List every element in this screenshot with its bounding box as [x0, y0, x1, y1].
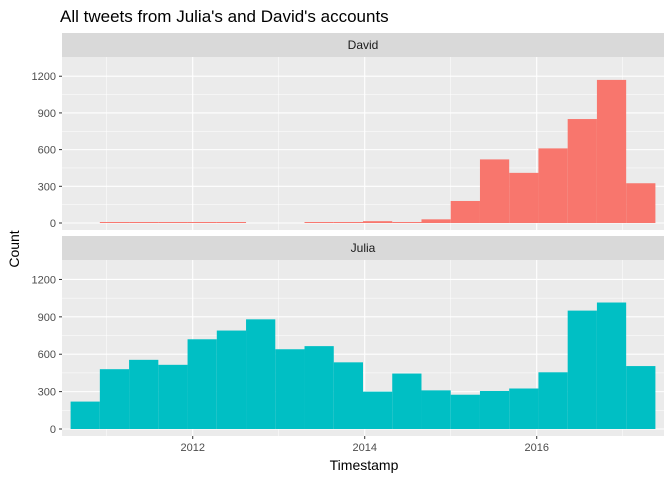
- histogram-bar: [626, 183, 656, 223]
- y-tick-label: 900: [38, 312, 56, 324]
- x-tick-label: 2012: [180, 442, 204, 454]
- y-tick-label: 0: [50, 424, 56, 436]
- x-axis-title: Timestamp: [330, 457, 399, 473]
- histogram-bar: [450, 200, 480, 223]
- histogram-bar: [216, 330, 247, 429]
- histogram-bar: [567, 119, 597, 223]
- y-tick-label: 600: [38, 145, 56, 157]
- x-axis: 2012 2014 2016: [180, 436, 549, 454]
- histogram-bar: [479, 390, 510, 429]
- histogram-bar: [333, 362, 363, 429]
- y-tick-label: 300: [38, 181, 56, 193]
- y-tick-label: 0: [50, 218, 56, 230]
- histogram-bar: [129, 222, 159, 223]
- panel-david: David 0 300 600 900 1200: [32, 33, 664, 230]
- y-tick-label: 600: [38, 349, 56, 361]
- histogram-bar: [626, 366, 656, 429]
- histogram-bar: [392, 222, 422, 223]
- histogram-bar: [70, 401, 100, 429]
- histogram-bar: [187, 339, 217, 429]
- facet-strip: [62, 33, 664, 57]
- histogram-bar: [216, 222, 247, 223]
- x-tick-label: 2016: [524, 442, 548, 454]
- panel-julia: Julia 0 300 600 900 1200: [32, 236, 664, 436]
- chart-title: All tweets from Julia's and David's acco…: [60, 7, 389, 26]
- histogram-bar: [596, 302, 627, 429]
- histogram-bar: [275, 349, 305, 429]
- histogram-bar: [567, 310, 597, 429]
- histogram-bar: [363, 221, 393, 223]
- histogram-bar: [450, 394, 480, 429]
- histogram-bar: [304, 346, 334, 429]
- y-tick-label: 1200: [32, 71, 56, 83]
- histogram-bar: [246, 319, 276, 429]
- histogram-bar: [304, 222, 334, 223]
- histogram-bar: [333, 222, 363, 223]
- facet-strip-label: Julia: [351, 241, 376, 255]
- histogram-bar: [421, 390, 451, 429]
- histogram-bar: [596, 79, 627, 224]
- facet-panels: David 0 300 600 900 1200 Julia 0 300 600 900 1200: [32, 33, 664, 436]
- histogram-bar: [538, 372, 568, 429]
- x-tick-label: 2014: [352, 442, 376, 454]
- facet-strip-label: David: [348, 38, 379, 52]
- histogram-bar: [509, 172, 539, 223]
- facet-strip: [62, 236, 664, 260]
- histogram-bar: [99, 369, 130, 429]
- histogram-bar: [187, 222, 217, 223]
- histogram-bar: [392, 373, 422, 429]
- histogram-bar: [129, 359, 159, 429]
- histogram-bar: [99, 222, 130, 223]
- histogram-bar: [158, 222, 188, 223]
- y-tick-label: 300: [38, 387, 56, 399]
- histogram-bar: [158, 364, 188, 429]
- histogram-bar: [509, 388, 539, 429]
- y-axis-title: Count: [6, 230, 22, 267]
- histogram-bar: [479, 159, 510, 223]
- histogram-bar: [538, 148, 568, 223]
- y-tick-label: 900: [38, 108, 56, 120]
- histogram-bar: [363, 391, 393, 429]
- y-tick-label: 1200: [32, 274, 56, 286]
- histogram-bar: [421, 219, 451, 223]
